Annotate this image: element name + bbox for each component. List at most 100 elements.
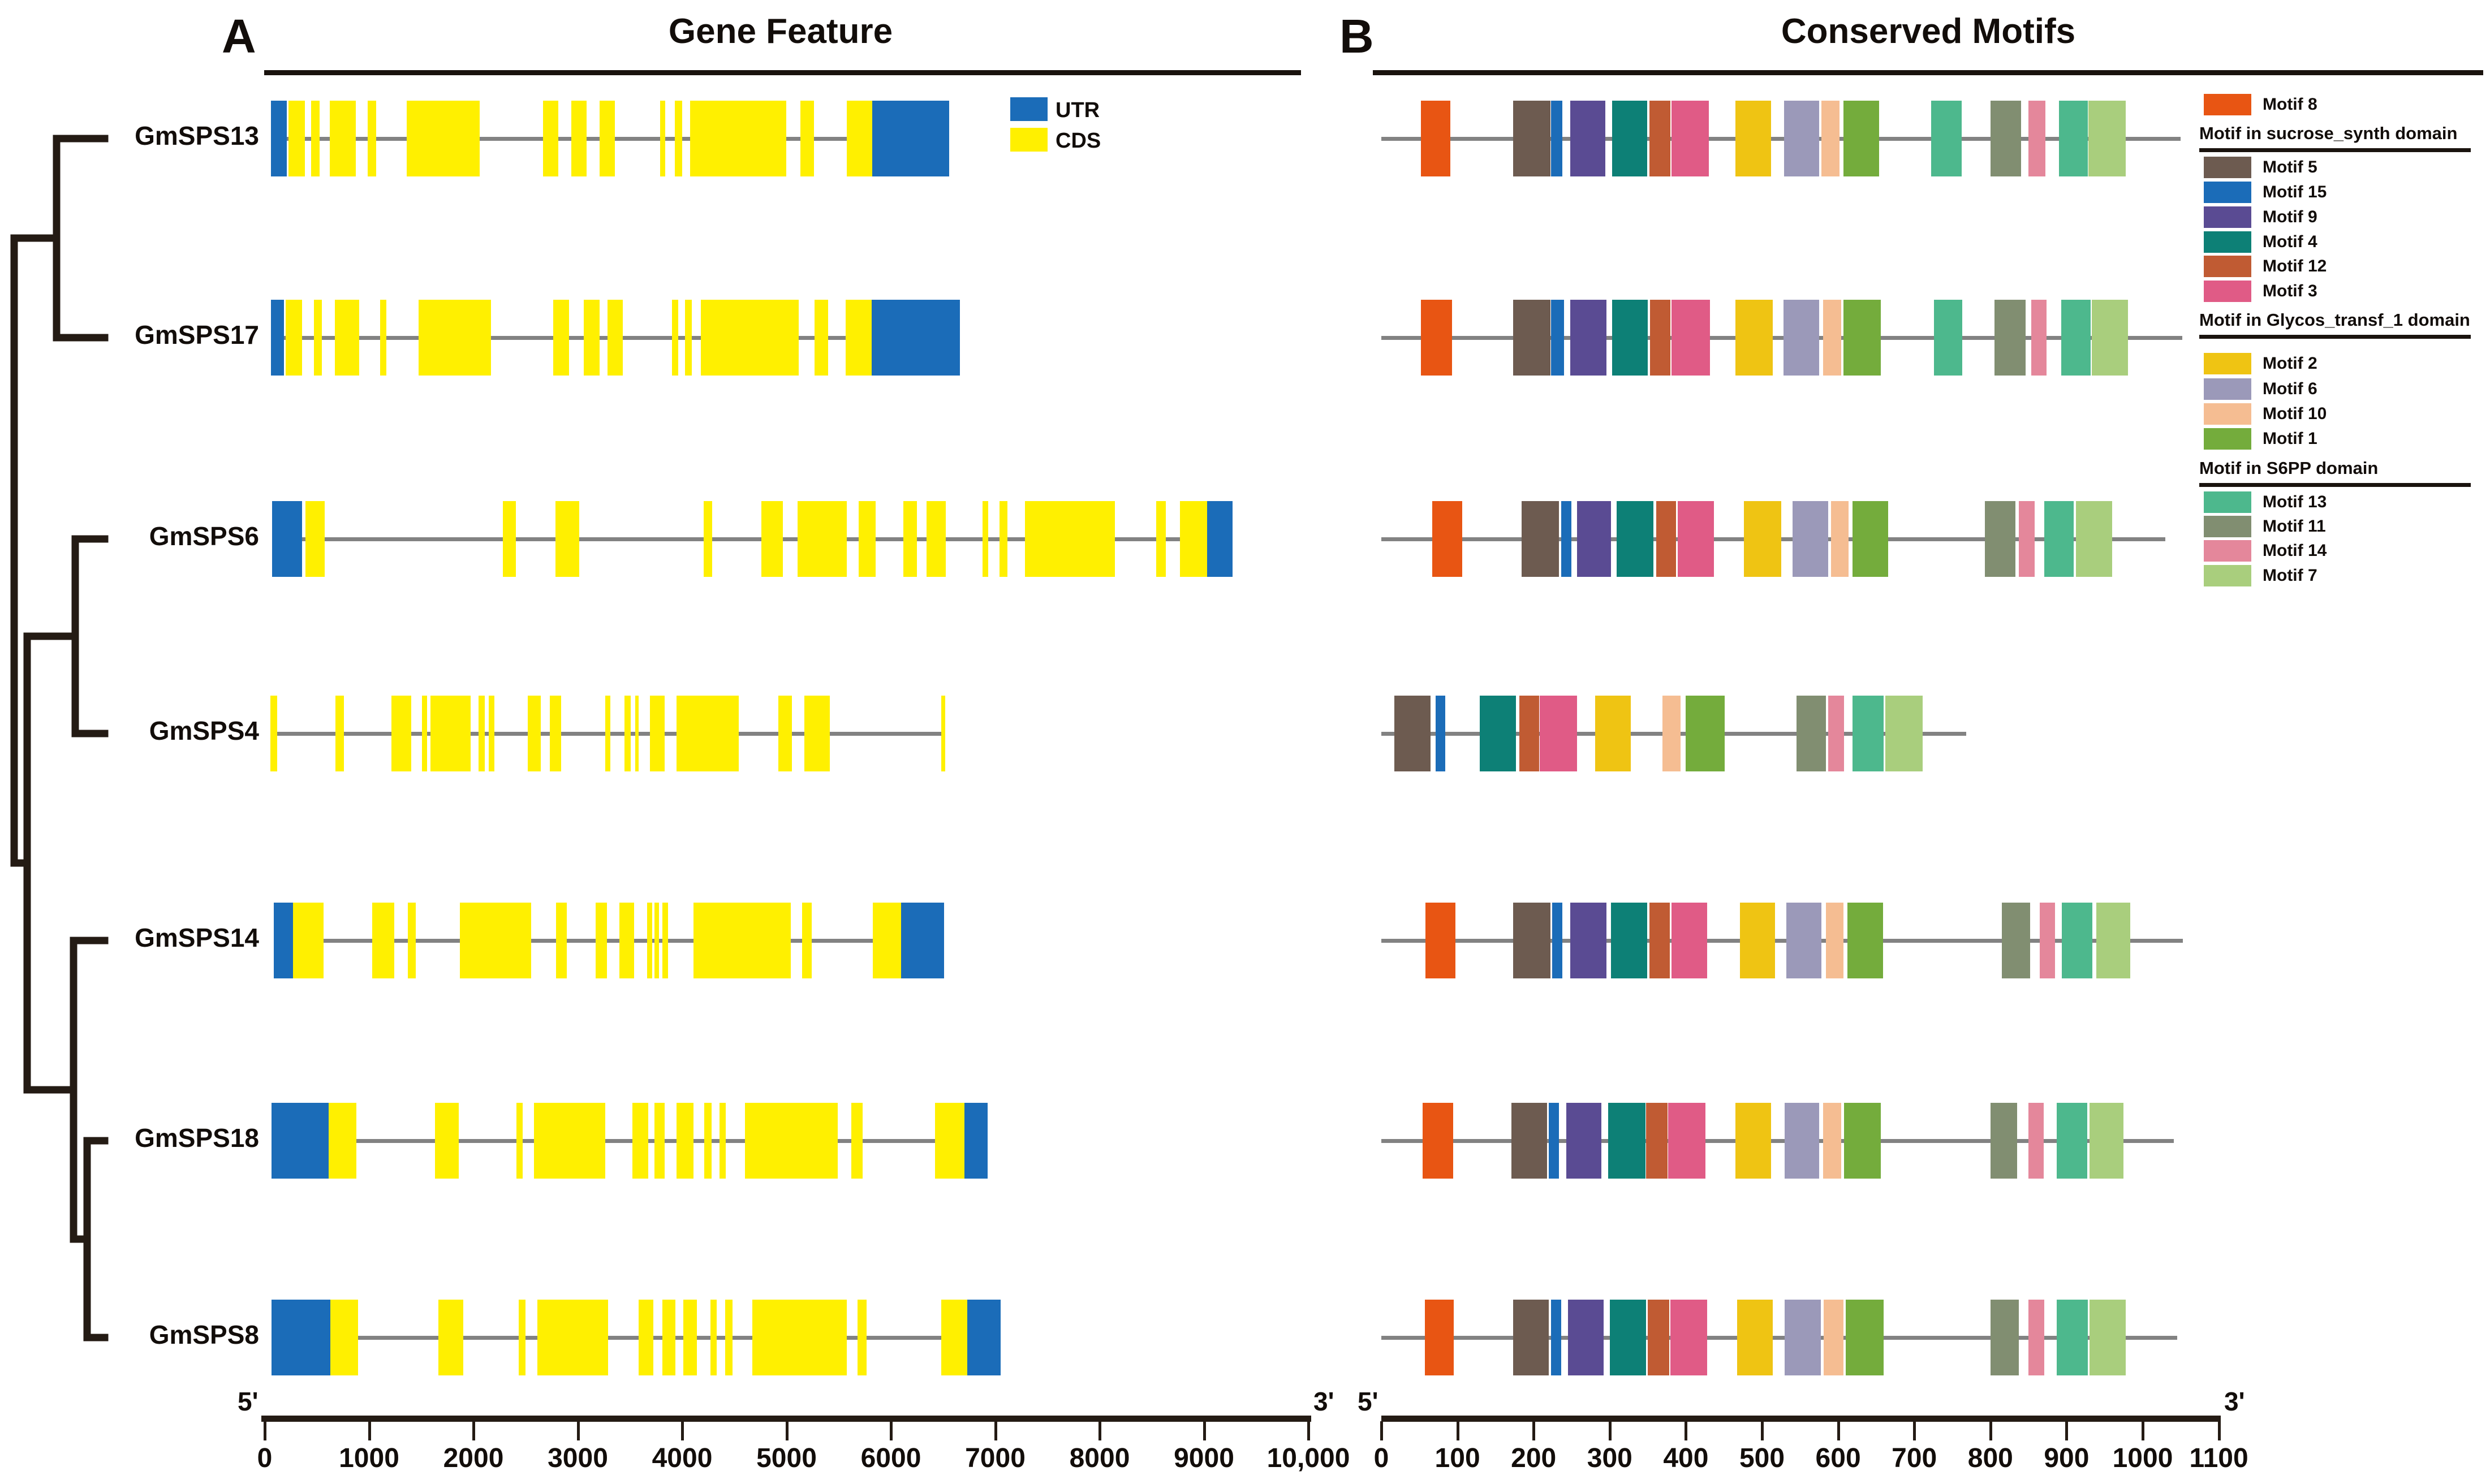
motif-4-block [1609,1300,1647,1375]
axis-b-line [1381,1416,2221,1422]
panel-b-letter: B [1339,10,1374,63]
axis-b-tick [1761,1421,1764,1440]
motif-13-block [2062,903,2093,978]
cds-exon-block [537,1300,609,1375]
motif-8-legend-swatch [2204,94,2251,115]
motif-13-legend-swatch [2204,491,2251,513]
motif-9-block [1567,1300,1604,1375]
cds-exon-block [516,1103,523,1179]
motif-9-legend-swatch [2204,206,2251,228]
motif-5-legend-label: Motif 5 [2263,158,2317,176]
cds-exon-block [334,300,359,376]
cds-exon-block [555,501,580,577]
panel-b-title: Conserved Motifs [1781,12,2076,51]
axis-a-three-prime: 3' [1313,1387,1334,1416]
axis-a-tick-label: 5000 [756,1443,817,1473]
motif-11-block [1994,300,2026,376]
motif-13-block [2061,300,2091,376]
motif-2-block [1739,903,1775,978]
cds-exon-block [624,696,631,771]
motif-6-legend-swatch [2204,378,2251,400]
motif-3-block [1671,101,1709,176]
motif-1-block [1686,696,1725,771]
motif-14-block [2040,903,2056,978]
axis-a-tick-label: 10,000 [1266,1443,1350,1473]
axis-a-tick-label: 3000 [548,1443,608,1473]
motif-9-block [1566,1103,1601,1179]
motif-legend-rule [2199,483,2471,487]
cds-exon-block [372,903,395,978]
motif-15-block [1552,903,1563,978]
intron-line [272,537,1233,541]
axis-b-tick-label: 600 [1815,1443,1861,1473]
cds-exon-block [700,300,799,376]
cds-exon-block [542,101,558,176]
motif-7-block [2089,1300,2126,1375]
motif-legend-rule [2199,335,2471,339]
motif-12-block [1650,300,1671,376]
motif-3-block [1668,1103,1706,1179]
cds-exon-block [941,696,945,771]
motif-5-block [1513,903,1550,978]
axis-b-tick [1532,1421,1536,1440]
motif-8-block [1424,1300,1454,1375]
utr-block [872,300,960,376]
axis-a-tick-label: 6000 [860,1443,921,1473]
motif-15-block [1549,1103,1559,1179]
motif-14-block [2031,300,2047,376]
cds-exon-block [292,903,324,978]
protein-line [1381,1336,2177,1340]
cds-exon-block [804,696,830,771]
motif-10-legend-swatch [2204,403,2251,425]
cds-exon-block [608,300,623,376]
motif-1-block [1844,1103,1881,1179]
motif-2-block [1737,1300,1773,1375]
motif-6-block [1786,903,1821,978]
motif-5-block [1511,1103,1548,1179]
motif-1-block [1846,1300,1884,1375]
utr-block [1207,501,1233,577]
cds-exon-block [285,300,302,376]
motif-1-legend-swatch [2204,428,2251,450]
axis-a-tick-label: 9000 [1174,1443,1234,1473]
axis-b-tick [1913,1421,1916,1440]
axis-b-tick-label: 200 [1511,1443,1557,1473]
axis-a-tick-label: 7000 [965,1443,1026,1473]
motif-14-block [2018,501,2035,577]
motif-1-block [1847,903,1883,978]
motif-5-block [1521,501,1559,577]
motif-3-block [1671,300,1711,376]
motif-2-block [1595,696,1631,771]
cds-exon-block [518,1300,525,1375]
motif-4-block [1616,501,1653,577]
cds-exon-block [719,1103,726,1179]
utr-legend-swatch [1010,97,1048,121]
motif-7-block [1885,696,1923,771]
cds-exon-block [422,696,428,771]
motif-9-block [1570,101,1605,176]
motif-9-block [1576,501,1612,577]
utr-block [274,903,293,978]
cds-exon-block [460,903,531,978]
cds-exon-block [311,101,320,176]
axis-a-tick [785,1421,789,1440]
axis-b-tick-label: 500 [1739,1443,1785,1473]
cds-exon-block [662,903,669,978]
cds-legend-label: CDS [1056,129,1101,153]
cds-exon-block [600,101,615,176]
cds-exon-block [435,1103,459,1179]
cds-exon-block [430,696,471,771]
motif-2-block [1735,101,1772,176]
motif-15-block [1435,696,1446,771]
axis-a-tick-label: 2000 [443,1443,504,1473]
cds-exon-block [941,1300,967,1375]
motif-6-block [1792,501,1829,577]
motif-8-block [1420,101,1451,176]
motif-6-block [1783,300,1819,376]
protein-line [1381,137,2181,141]
motif-10-block [1823,1103,1841,1179]
cds-exon-block [690,101,786,176]
motif-11-block [1796,696,1826,771]
axis-b-tick [2065,1421,2069,1440]
motif-11-block [1990,1103,2017,1179]
